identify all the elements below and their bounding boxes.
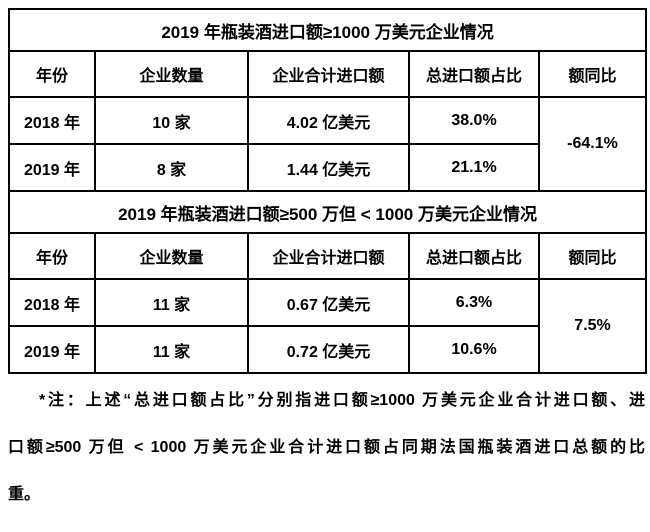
import-amount-cell: 1.44 亿美元 — [247, 143, 410, 192]
table-section2-header-row: 年份 企业数量 企业合计进口额 总进口额占比 额同比 — [8, 232, 648, 280]
header-yoy: 额同比 — [537, 232, 648, 280]
footnote-line: *注：上述“总进口额占比”分别指进口额≥1000 万美元企业合计进口额、进 — [39, 392, 645, 409]
header-year: 年份 — [8, 232, 96, 280]
import-amount-cell: 4.02 亿美元 — [247, 96, 410, 145]
header-import-share: 总进口额占比 — [408, 50, 540, 98]
table-section2-title-row: 2019 年瓶装酒进口额≥500 万但 < 1000 万美元企业情况 — [7, 190, 648, 234]
header-import-share: 总进口额占比 — [408, 232, 540, 280]
import-amount-cell: 0.67 亿美元 — [247, 278, 410, 327]
header-total-import-amount: 企业合计进口额 — [247, 50, 410, 98]
yoy-merged-cell: -64.1% — [537, 96, 648, 192]
table-section1-header-row: 年份 企业数量 企业合计进口额 总进口额占比 额同比 — [8, 50, 648, 98]
section1-title: 2019 年瓶装酒进口额≥1000 万美元企业情况 — [7, 8, 648, 52]
table-row: 2019 年 11 家 0.72 亿美元 10.6% — [8, 325, 646, 374]
table-row: 2018 年 10 家 4.02 亿美元 38.0% -64.1% — [8, 96, 648, 192]
year-cell: 2018 年 — [8, 96, 96, 145]
year-cell: 2018 年 — [8, 278, 96, 327]
footnote-line: 重。 — [8, 486, 41, 503]
page: { "page": { "background": "#ffffff", "te… — [7, 8, 648, 503]
import-share-cell: 38.0% — [408, 96, 540, 145]
table-row: 2019 年 8 家 1.44 亿美元 21.1% — [8, 143, 646, 192]
wine-import-table: 2019 年瓶装酒进口额≥1000 万美元企业情况 年份 企业数量 企业合计进口… — [7, 8, 648, 374]
table-row: 2018 年 11 家 0.67 亿美元 6.3% 7.5% — [8, 278, 648, 374]
header-company-count: 企业数量 — [94, 50, 249, 98]
year-cell: 2019 年 — [8, 325, 96, 374]
import-share-cell: 6.3% — [408, 278, 540, 327]
header-yoy: 额同比 — [537, 50, 648, 98]
year-cell: 2019 年 — [8, 143, 96, 192]
section2-title: 2019 年瓶装酒进口额≥500 万但 < 1000 万美元企业情况 — [7, 190, 648, 234]
company-count-cell: 11 家 — [94, 325, 249, 374]
document-sheet: 2019 年瓶装酒进口额≥1000 万美元企业情况 年份 企业数量 企业合计进口… — [7, 8, 648, 532]
company-count-cell: 11 家 — [94, 278, 249, 327]
footnote-line: 口额≥500 万但 < 1000 万美元企业合计进口额占同期法国瓶装酒进口总额的… — [8, 439, 645, 456]
import-amount-cell: 0.72 亿美元 — [247, 325, 410, 374]
header-company-count: 企业数量 — [94, 232, 249, 280]
company-count-cell: 10 家 — [94, 96, 249, 145]
header-total-import-amount: 企业合计进口额 — [247, 232, 410, 280]
company-count-cell: 8 家 — [94, 143, 249, 192]
yoy-merged-cell: 7.5% — [537, 278, 648, 374]
footnote: *注：上述“总进口额占比”分别指进口额≥1000 万美元企业合计进口额、进 口额… — [8, 391, 645, 505]
import-share-cell: 10.6% — [408, 325, 540, 374]
table-section1-title-row: 2019 年瓶装酒进口额≥1000 万美元企业情况 — [7, 8, 648, 52]
import-share-cell: 21.1% — [408, 143, 540, 192]
header-year: 年份 — [8, 50, 96, 98]
